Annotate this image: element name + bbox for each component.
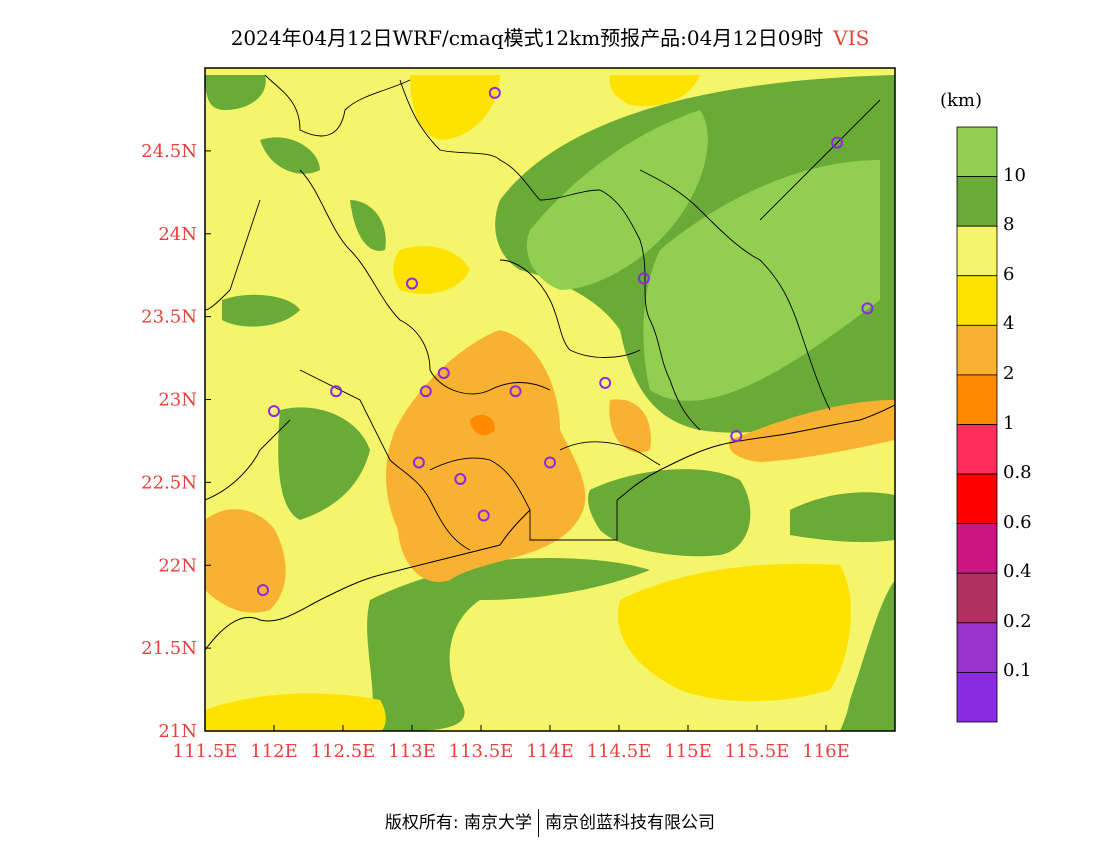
colorbar-bin [956, 225, 998, 277]
colorbar-label: 0.8 [1003, 462, 1032, 484]
admin-boundaries [205, 74, 895, 651]
station-marker [412, 456, 425, 469]
station-marker [637, 272, 650, 285]
boundary-line [205, 419, 291, 501]
lon-tick-label: 114E [526, 741, 574, 762]
vis-band-8km-southeast [790, 492, 895, 731]
colorbar-bin [956, 523, 998, 574]
colorbar-bin [956, 672, 998, 723]
lon-tick-label: 112.5E [311, 741, 376, 762]
lat-tick-label: 22.5N [141, 472, 197, 493]
lon-tick-label: 115E [664, 741, 712, 762]
colorbar-bin [956, 622, 998, 673]
footer-separator [538, 809, 540, 837]
lat-tick-label: 23.5N [141, 307, 197, 328]
station-marker [256, 584, 269, 597]
vis-band-4km-east [609, 399, 895, 462]
colorbar-bin [956, 473, 998, 525]
lon-tick-label: 113E [388, 741, 436, 762]
title-variable: VIS [833, 26, 870, 50]
vis-band-4km-west [205, 509, 286, 613]
vis-band-8km-southern-sea [367, 469, 751, 731]
footer-right: 南京创蓝科技有限公司 [545, 813, 716, 833]
colorbar-bin [956, 572, 998, 624]
lat-tick-label: 24.5N [141, 141, 197, 162]
colorbar-bin [956, 324, 998, 376]
station-marker [330, 385, 343, 398]
vis-band-6km-south [205, 563, 851, 731]
lon-tick-label: 112E [250, 741, 298, 762]
title-main: 2024年04月12日WRF/cmaq模式12km预报产品:04月12日09时 [230, 26, 824, 50]
lat-tick-label: 24N [158, 224, 197, 245]
colorbar-unit: (km) [940, 90, 983, 111]
vis-band-10km-northeast [526, 110, 880, 401]
station-marker [861, 302, 874, 315]
station-marker [437, 366, 450, 379]
colorbar-bin [956, 275, 998, 326]
station-markers [256, 86, 874, 597]
longitude-axis: 111.5E 112E 112.5E 113E 113.5E 114E 114.5E 115E… [173, 725, 850, 762]
station-marker [477, 509, 490, 522]
colorbar-label: 2 [1003, 362, 1015, 384]
boundary-line [559, 441, 661, 466]
colorbar-label: 0.1 [1003, 660, 1032, 682]
station-marker [454, 473, 467, 486]
station-marker [544, 456, 556, 469]
boundary-line [299, 169, 551, 395]
lon-tick-label: 114.5E [587, 741, 652, 762]
boundary-line [205, 199, 261, 311]
lon-tick-label: 116E [802, 741, 850, 762]
boundary-line [759, 99, 881, 221]
boundary-line [264, 74, 411, 137]
colorbar-bin [956, 176, 998, 227]
station-marker [730, 429, 743, 442]
station-marker [509, 385, 522, 398]
colorbar-label: 0.4 [1003, 561, 1032, 583]
station-marker [488, 86, 501, 99]
colorbar-label: 1 [1003, 412, 1015, 434]
station-marker [406, 277, 418, 290]
copyright-footer: 版权所有: 南京大学 南京创蓝科技有限公司 [0, 808, 1100, 837]
station-marker [599, 376, 612, 389]
lat-tick-label: 21.5N [141, 638, 197, 659]
colorbar [956, 126, 998, 723]
colorbar-label: 0.6 [1003, 511, 1032, 533]
lon-tick-label: 113.5E [449, 741, 514, 762]
coastline [616, 404, 895, 501]
boundary-line [429, 457, 618, 541]
field-layers [205, 68, 895, 731]
colorbar-bin [956, 126, 998, 177]
station-marker [419, 385, 432, 398]
colorbar-label: 8 [1003, 214, 1015, 236]
colorbar-label: 0.2 [1003, 610, 1032, 632]
station-marker [268, 405, 280, 418]
colorbar-label: 6 [1003, 263, 1015, 285]
vis-band-8km-northwest [205, 75, 320, 327]
lat-tick-label: 21N [158, 721, 197, 742]
vis-band-4km-central [385, 330, 586, 582]
lon-tick-label: 115.5E [725, 741, 790, 762]
station-marker [831, 136, 844, 149]
boundary-line [639, 169, 831, 411]
footer-left: 版权所有: 南京大学 [384, 813, 533, 833]
lat-tick-label: 23N [158, 390, 197, 411]
latitude-axis: 21N 21.5N 22N 22.5N 23N 23.5N 24N 24.5N [141, 141, 211, 742]
boundary-line [499, 259, 641, 358]
vis-band-8km-central-west [278, 200, 386, 520]
boundary-line [399, 79, 701, 431]
colorbar-bin [956, 424, 998, 475]
colorbar-label: 4 [1003, 313, 1015, 335]
colorbar-bin [956, 374, 998, 425]
coastline [205, 509, 531, 651]
lon-tick-label: 111.5E [173, 741, 238, 762]
vis-band-6km-north [393, 75, 700, 294]
lat-tick-label: 22N [158, 555, 197, 576]
colorbar-label: 10 [1003, 164, 1026, 186]
chart-title: 2024年04月12日WRF/cmaq模式12km预报产品:04月12日09时 V… [0, 22, 1100, 51]
vis-band-1km-center [470, 414, 495, 436]
